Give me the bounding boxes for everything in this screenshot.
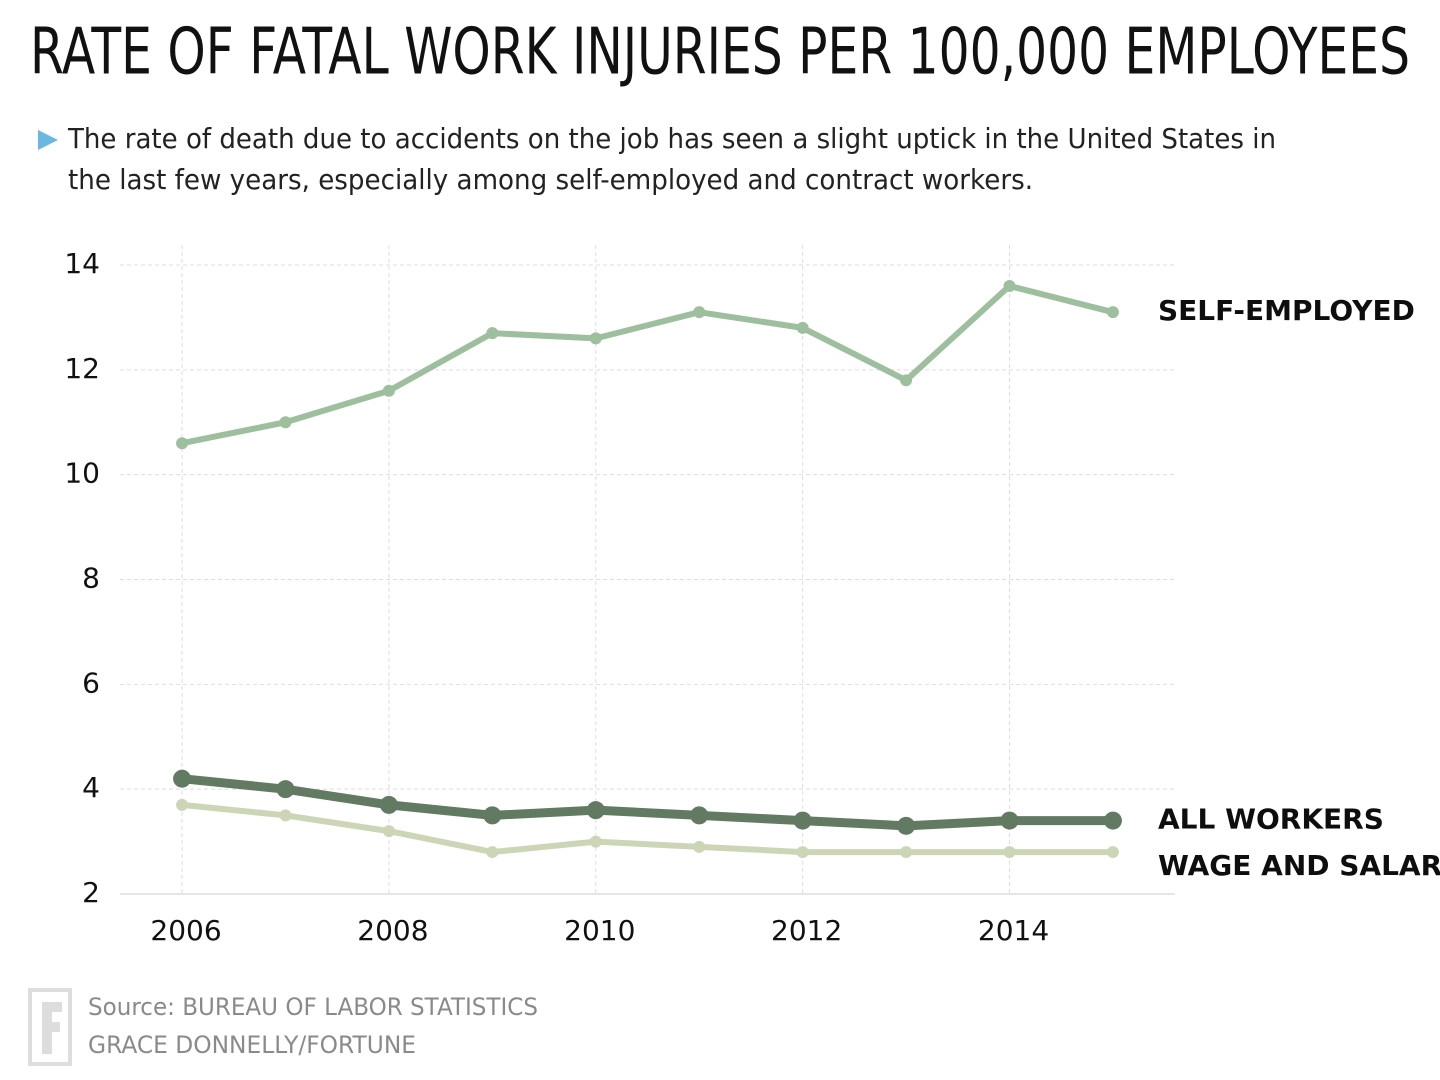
point [793,811,812,830]
point [486,327,499,340]
bullet [38,130,58,150]
subtitle-line: the last few years, especially among sel… [68,163,1033,196]
point [589,332,602,345]
credit: GRACE DONNELLY/FORTUNE [88,1031,416,1059]
x-tick-label: 2010 [564,914,635,947]
series-label: SELF-EMPLOYED [1158,294,1415,327]
series-line [181,774,1113,831]
subtitle-line: The rate of death due to accidents on th… [67,122,1276,155]
logo [28,988,72,1066]
point [693,306,706,319]
point [279,809,292,822]
point [382,384,395,397]
point [279,416,292,429]
x-tick-label: 2008 [357,914,428,947]
source: Source: BUREAU OF LABOR STATISTICS [88,993,538,1021]
point [486,846,499,859]
y-tick-label: 12 [64,352,100,385]
point [1003,279,1016,292]
y-tick-label: 8 [82,562,100,595]
y-tick-label: 4 [82,771,100,804]
series-label: WAGE AND SALARY [1158,849,1440,882]
point [1106,846,1119,859]
series-line [181,801,1113,856]
y-tick-label: 2 [82,876,100,909]
point [693,840,706,853]
point [176,798,189,811]
point [276,780,295,799]
y-tick-label: 6 [82,666,100,699]
series-label: ALL WORKERS [1158,803,1384,836]
point [900,846,913,859]
point [589,835,602,848]
x-tick-label: 2012 [771,914,842,947]
point [897,816,916,835]
point [173,769,192,788]
point [1103,811,1122,830]
x-tick-label: 2014 [978,914,1049,947]
point [379,795,398,814]
point [382,825,395,838]
point [796,846,809,859]
chart-title: RATE OF FATAL WORK INJURIES PER 100,000 … [30,16,1410,90]
point [1000,811,1019,830]
point [690,806,709,825]
point [900,374,913,387]
point [483,806,502,825]
point [586,801,605,820]
point [176,437,189,450]
point [796,321,809,334]
x-tick-label: 2006 [150,914,221,947]
series-line [181,282,1114,447]
point [1106,306,1119,319]
point [1003,846,1016,859]
y-tick-label: 10 [64,457,100,490]
y-tick-label: 14 [64,247,100,280]
